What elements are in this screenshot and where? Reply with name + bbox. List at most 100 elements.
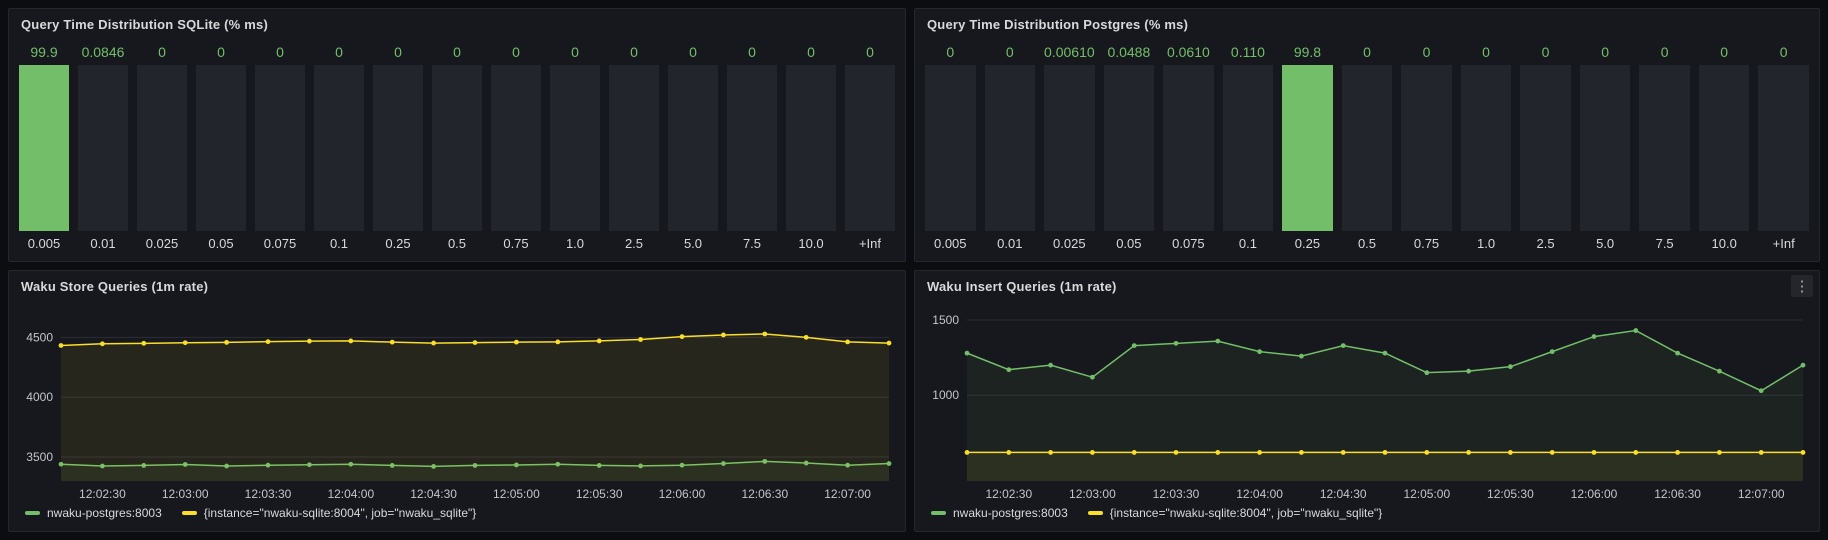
data-point <box>1006 367 1012 373</box>
histogram-bucket: 0.110 0.1 <box>1222 39 1274 255</box>
bucket-label: 1.0 <box>565 235 585 251</box>
bucket-value: 0 <box>453 44 461 60</box>
x-axis-tick-label: 12:04:00 <box>1236 487 1283 501</box>
bucket-value: 0 <box>1601 44 1609 60</box>
bucket-bar <box>1163 65 1214 231</box>
bucket-label: 2.5 <box>624 235 644 251</box>
data-point <box>1340 343 1346 349</box>
data-point <box>1048 362 1053 368</box>
legend-item[interactable]: {instance="nwaku-sqlite:8004", job="nwak… <box>1087 506 1382 520</box>
bucket-bar <box>984 65 1036 231</box>
panel-title[interactable]: Query Time Distribution SQLite (% ms) <box>21 16 268 32</box>
legend-swatch-icon <box>25 511 40 515</box>
bucket-value: 0 <box>394 44 402 60</box>
bucket-bar <box>78 65 128 231</box>
data-point <box>803 460 809 466</box>
data-point <box>886 340 892 346</box>
data-point <box>1591 450 1597 455</box>
bucket-value: 0.0488 <box>1107 44 1151 60</box>
panel-title[interactable]: Waku Insert Queries (1m rate) <box>927 278 1117 294</box>
data-point <box>1215 338 1221 344</box>
bucket-label: 0.075 <box>1172 235 1205 251</box>
data-point <box>472 463 478 468</box>
data-point <box>1173 340 1179 346</box>
x-axis-tick-label: 12:02:30 <box>79 487 126 501</box>
bucket-label: +Inf <box>1772 235 1795 251</box>
histogram-bucket: 0 0.75 <box>491 39 541 255</box>
legend-item[interactable]: nwaku-postgres:8003 <box>25 506 162 520</box>
histogram-bucket: 0 10.0 <box>786 39 836 255</box>
x-axis-tick-label: 12:06:30 <box>741 487 788 501</box>
data-point <box>721 461 726 466</box>
bucket-label: 5.0 <box>1596 235 1615 251</box>
bucket-value: 0 <box>1005 44 1014 60</box>
bucket-bar <box>609 65 659 231</box>
histogram-bucket: 0 0.025 <box>137 39 187 255</box>
histogram-bucket: 0 0.25 <box>373 39 423 255</box>
data-point <box>307 462 312 468</box>
chart-canvas: 3500 4000 4500 12:02:30 12:03:00 12:03:30 12:0… <box>26 330 892 501</box>
data-point <box>596 338 602 344</box>
series-area-fill <box>61 333 889 481</box>
bucket-label: 0.1 <box>329 235 349 251</box>
histogram-bucket: 0 2.5 <box>609 39 659 255</box>
bucket-value: 0 <box>689 44 697 60</box>
data-point <box>1508 364 1513 370</box>
x-axis-tick-label: 12:03:00 <box>162 487 209 501</box>
series-area-fill <box>967 330 1803 481</box>
panel-header: Query Time Distribution Postgres (% ms) <box>915 9 1819 39</box>
histogram-bucket: 0 5.0 <box>1579 39 1631 255</box>
bucket-label: 0.5 <box>1357 235 1377 251</box>
panel-menu-icon[interactable]: ⋮ <box>1791 275 1813 297</box>
histogram-bucket: 0 0.75 <box>1401 39 1452 255</box>
data-point <box>964 450 970 455</box>
data-point <box>1508 450 1513 455</box>
bucket-label: 1.0 <box>1477 235 1496 251</box>
chart-canvas: 1000 1500 12:02:30 12:03:00 12:03:30 12:04:00… <box>932 313 1806 501</box>
histogram-bucket: 0 10.0 <box>1698 39 1750 255</box>
data-point <box>803 334 809 340</box>
bucket-value: 0 <box>217 44 225 60</box>
bucket-label: 10.0 <box>798 235 824 251</box>
data-point <box>58 343 64 348</box>
data-point <box>100 463 105 469</box>
x-axis-tick-label: 12:06:00 <box>1571 487 1618 501</box>
data-point <box>472 340 478 346</box>
data-point <box>1633 450 1639 455</box>
bucket-label: 0.05 <box>1116 235 1142 251</box>
bucket-label: 0.01 <box>90 235 116 251</box>
data-point <box>845 339 850 345</box>
panel-header: Waku Store Queries (1m rate) <box>9 271 905 301</box>
data-point <box>1173 450 1179 455</box>
store-queries-chart: 3500 4000 4500 12:02:30 12:03:00 12:03:30 12:0… <box>15 301 899 503</box>
legend-label: nwaku-postgres:8003 <box>47 506 162 520</box>
bucket-bar <box>1460 65 1512 231</box>
histogram-bucket: 0 0.075 <box>255 39 305 255</box>
x-axis-tick-label: 12:03:30 <box>245 487 292 501</box>
bucket-bar <box>1103 65 1155 231</box>
data-point <box>1758 388 1764 394</box>
bucket-bar <box>432 65 482 231</box>
bucket-bar <box>196 65 246 231</box>
data-point <box>141 340 147 346</box>
legend-item[interactable]: nwaku-postgres:8003 <box>931 506 1068 520</box>
data-point <box>1466 450 1471 455</box>
data-point <box>514 339 519 345</box>
panel-title[interactable]: Query Time Distribution Postgres (% ms) <box>927 16 1189 32</box>
bucket-bar <box>925 65 976 231</box>
data-point <box>431 340 436 346</box>
bucket-value: 99.8 <box>1293 44 1322 60</box>
bucket-bar <box>137 65 187 231</box>
data-point <box>1758 450 1764 455</box>
panel-title[interactable]: Waku Store Queries (1m rate) <box>21 278 209 294</box>
bucket-value: 0 <box>630 44 638 60</box>
histogram-bucket: 0.0610 0.075 <box>1163 39 1214 255</box>
bucket-bar <box>255 65 305 231</box>
bucket-value: 0 <box>1660 44 1669 60</box>
data-point <box>762 331 768 337</box>
data-point <box>845 462 850 468</box>
legend-item[interactable]: {instance="nwaku-sqlite:8004", job="nwak… <box>181 506 476 520</box>
data-point <box>555 461 561 467</box>
legend-swatch-icon <box>181 511 197 515</box>
